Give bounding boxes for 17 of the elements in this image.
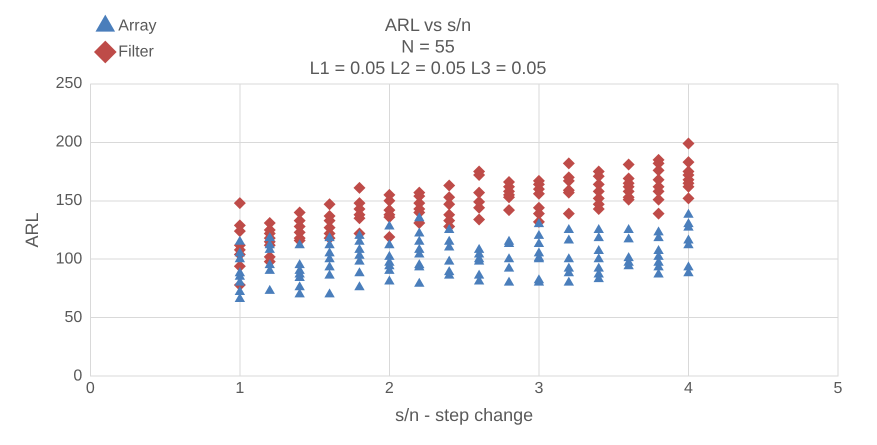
x-tick-label: 1 [235, 380, 244, 398]
x-tick-label: 0 [86, 380, 95, 398]
legend-label: Filter [118, 43, 155, 60]
x-tick-label: 4 [684, 380, 694, 398]
chart-title: ARL vs s/n N = 55 L1 = 0.05 L2 = 0.05 L3 = 0.05 [310, 14, 546, 78]
x-axis-title: s/n - step change [395, 405, 534, 426]
x-tick-label: 3 [534, 380, 544, 398]
y-tick-label: 200 [56, 134, 82, 151]
x-tick-label: 5 [834, 380, 843, 398]
y-tick-label: 100 [56, 250, 82, 268]
y-tick-label: 250 [56, 75, 82, 92]
x-tick-label: 2 [384, 380, 394, 398]
legend-label: Array [118, 17, 157, 34]
y-tick-label: 0 [73, 368, 82, 385]
y-tick-label: 150 [56, 192, 82, 210]
y-axis-title: ARL [22, 212, 42, 248]
y-tick-label: 50 [64, 309, 82, 326]
